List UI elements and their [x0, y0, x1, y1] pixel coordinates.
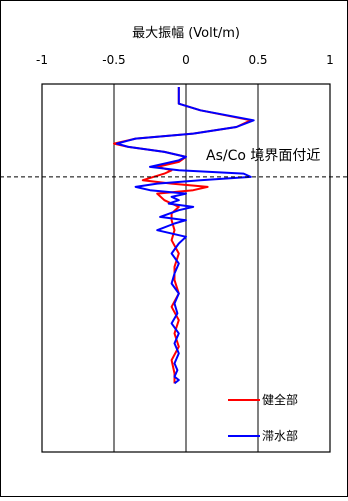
x-tick-label: 0.5: [248, 53, 267, 67]
chart-title: 最大振幅 (Volt/m): [132, 26, 240, 41]
legend-label: 滞水部: [262, 428, 298, 443]
x-tick-labels: -1 -0.5 0 0.5 1: [36, 53, 334, 67]
x-tick-label: -1: [36, 53, 48, 67]
boundary-annotation: As/Co 境界面付近: [206, 148, 320, 164]
x-tick-label: 0: [182, 53, 190, 67]
x-tick-label: 1: [326, 53, 334, 67]
legend-label: 健全部: [262, 392, 298, 407]
series-lines: [113, 87, 255, 385]
plot-frame: [41, 83, 331, 453]
series-line: [115, 87, 255, 385]
gridlines: [113, 84, 259, 452]
annotation: As/Co 境界面付近: [0, 148, 348, 178]
x-tick-label: -0.5: [102, 53, 125, 67]
